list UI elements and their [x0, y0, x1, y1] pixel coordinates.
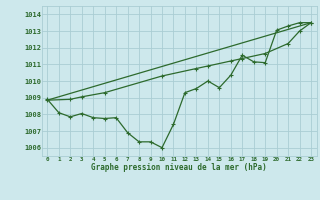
X-axis label: Graphe pression niveau de la mer (hPa): Graphe pression niveau de la mer (hPa)	[91, 163, 267, 172]
